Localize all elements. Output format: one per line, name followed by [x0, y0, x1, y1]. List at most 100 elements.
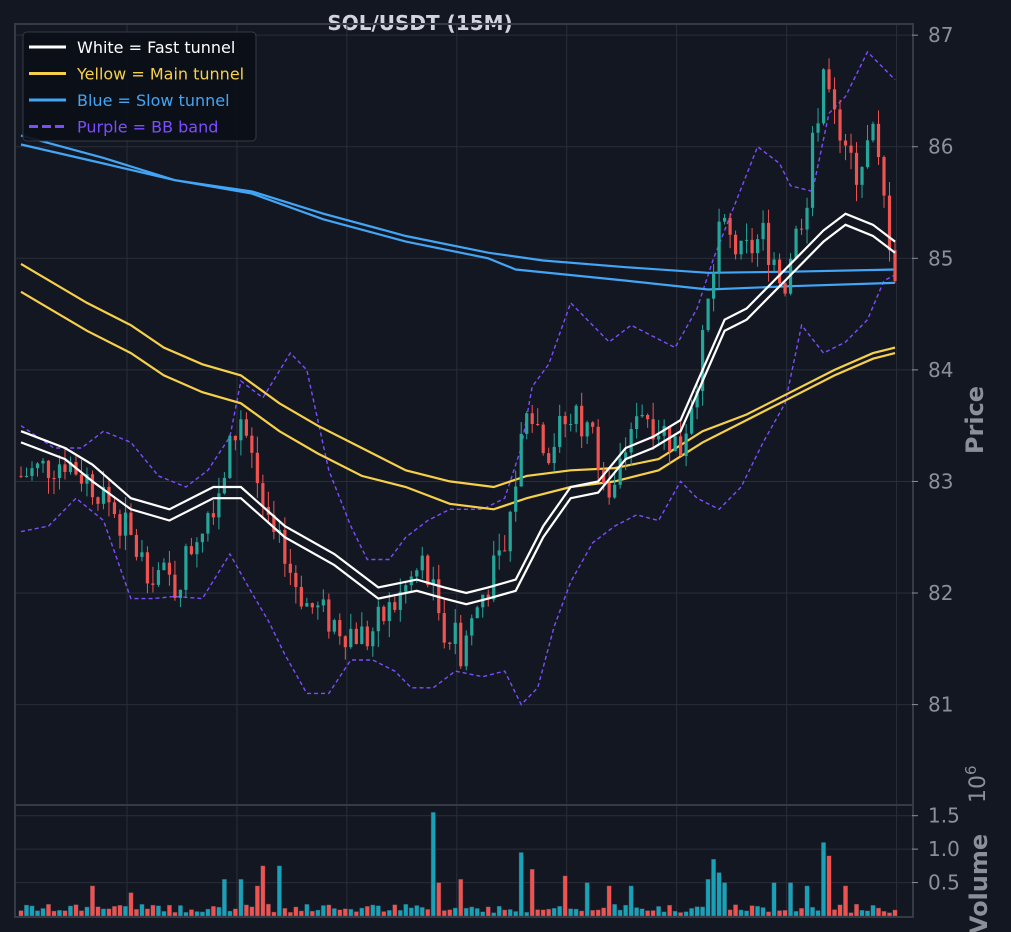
volume-exponent-base: 10 — [966, 775, 991, 803]
volume-bar — [496, 905, 502, 917]
volume-bar — [876, 907, 881, 917]
candle-body — [162, 562, 166, 571]
volume-bar — [793, 911, 799, 917]
volume-bar — [887, 912, 892, 917]
candle-body — [211, 513, 215, 518]
candle-body — [316, 605, 320, 608]
candle-body — [206, 513, 210, 534]
candle-body — [607, 483, 611, 498]
candle-body — [250, 435, 254, 453]
candle-body — [415, 570, 419, 577]
volume-bar — [320, 905, 326, 917]
volume-bar — [507, 909, 513, 917]
fast-tunnel — [20, 212, 896, 606]
candle-body — [426, 555, 430, 585]
volume-bar — [194, 911, 200, 917]
volume-bar — [865, 910, 870, 917]
volume-bar — [364, 906, 370, 917]
volume-axis: 0.5 1.0 1.5 — [912, 804, 960, 895]
volume-bar — [716, 872, 722, 917]
fast-tunnel-upper-line — [20, 212, 896, 595]
candle-body — [530, 413, 534, 424]
candle-body — [766, 222, 771, 265]
volume-exponent-power: 6 — [962, 765, 980, 775]
volume-bar — [112, 905, 117, 917]
volume-bar — [881, 911, 887, 917]
volume-bars — [18, 812, 898, 917]
volume-bar — [463, 907, 469, 917]
candle-body — [525, 413, 529, 434]
price-tick-label: 87 — [928, 23, 953, 47]
candle-body — [272, 514, 276, 532]
candle-body — [712, 272, 716, 299]
volume-bar — [106, 908, 112, 917]
volume-bar — [183, 912, 189, 917]
candle-body — [332, 620, 336, 632]
candle-body — [755, 239, 760, 254]
volume-bar — [573, 908, 579, 917]
candle-body — [865, 140, 870, 168]
volume-bar — [678, 912, 684, 917]
volume-bar — [79, 910, 84, 917]
volume-bar — [260, 865, 266, 917]
candle-body — [690, 407, 694, 434]
candle-body — [783, 283, 787, 294]
candle-body — [821, 69, 826, 124]
volume-bar — [821, 842, 826, 917]
volume-bar — [700, 906, 706, 917]
candle-body — [508, 511, 512, 552]
volume-bar — [227, 910, 233, 917]
candle-body — [310, 603, 314, 608]
volume-bar — [29, 905, 35, 917]
candle-body — [459, 622, 463, 667]
candle-body — [283, 529, 287, 564]
volume-bar — [480, 911, 486, 917]
candle-body — [140, 552, 144, 557]
volume-bar — [749, 905, 755, 917]
candle-body — [876, 123, 881, 158]
volume-bar — [518, 852, 524, 917]
volume-bar — [656, 906, 662, 917]
price-tick-label: 81 — [928, 693, 953, 717]
volume-bar — [683, 911, 689, 917]
main-tunnel — [20, 262, 896, 511]
volume-bar — [634, 907, 640, 917]
slow-tunnel-lower-line — [20, 143, 896, 291]
candle-body — [85, 474, 89, 484]
volume-bar — [128, 892, 134, 917]
candle-body — [376, 606, 380, 632]
candle-body — [244, 419, 248, 436]
volume-bar — [24, 904, 29, 917]
volume-bar — [804, 885, 810, 917]
volume-bar — [738, 909, 744, 917]
price-tick-label: 86 — [928, 135, 953, 159]
candle-body — [728, 217, 732, 235]
candle-body — [563, 415, 567, 425]
candle-body — [854, 152, 859, 185]
price-tick-label: 85 — [928, 246, 953, 270]
volume-bar — [733, 904, 738, 917]
candle-body — [453, 622, 457, 644]
volume-bar — [447, 909, 453, 917]
volume-bar — [18, 910, 24, 917]
volume-bar — [68, 905, 73, 917]
volume-bar — [826, 855, 832, 917]
candle-body — [189, 546, 194, 555]
volume-bar — [705, 879, 711, 917]
volume-axis-title: Volume — [965, 834, 993, 932]
volume-bar — [452, 907, 458, 917]
candle-body — [657, 435, 661, 440]
volume-exponent: 106 — [962, 765, 991, 803]
volume-bar — [524, 911, 530, 917]
candle-body — [288, 563, 292, 573]
candle-body — [222, 477, 226, 494]
volume-bar — [623, 904, 629, 917]
candle-body — [618, 458, 622, 485]
candle-body — [887, 195, 892, 251]
volume-bar — [95, 906, 101, 917]
candle-body — [217, 493, 221, 518]
volume-bar — [474, 908, 480, 917]
volume-bar — [392, 904, 398, 917]
volume-bar — [595, 909, 601, 917]
candle-body — [816, 123, 820, 133]
